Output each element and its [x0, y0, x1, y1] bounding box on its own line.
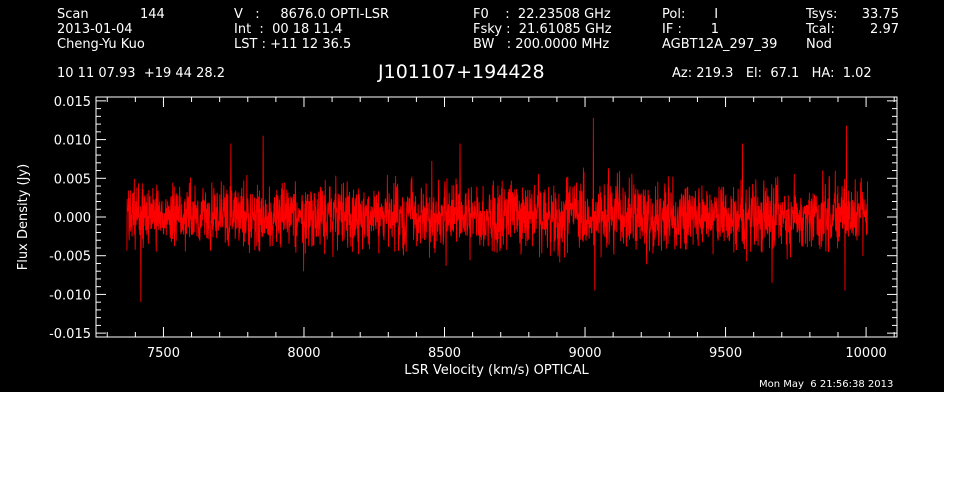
tsys-label: Tsys:	[806, 7, 838, 22]
pointing-info: Az: 219.3 El: 67.1 HA: 1.02	[672, 66, 872, 81]
y-tick-label: -0.015	[49, 327, 91, 342]
plot-panel: Scan 144 2013-01-04 Cheng-Yu Kuo V : 867…	[0, 0, 944, 392]
sky-frequency: Fsky : 21.61085 GHz	[473, 22, 612, 37]
x-axis-label: LSR Velocity (km/s) OPTICAL	[404, 363, 589, 378]
y-tick-label: -0.005	[49, 250, 91, 265]
y-axis-label: Flux Density (Jy)	[16, 164, 31, 270]
scan-label: Scan	[57, 7, 89, 22]
rest-frequency: F0 : 22.23508 GHz	[473, 7, 611, 22]
project-id: AGBT12A_297_39	[662, 37, 778, 52]
y-tick-label: 0.000	[54, 211, 91, 226]
x-tick-label: 7500	[147, 346, 180, 361]
source-coordinates: 10 11 07.93 +19 44 28.2	[57, 66, 226, 81]
tsys-value: 33.75	[861, 7, 899, 22]
plot-timestamp: Mon May 6 21:56:38 2013	[759, 379, 894, 390]
x-tick-label: 8000	[287, 346, 320, 361]
x-tick-label: 10000	[845, 346, 886, 361]
nod-label: Nod	[806, 37, 832, 52]
x-tick-label: 9000	[568, 346, 601, 361]
y-tick-label: 0.015	[54, 95, 91, 110]
y-tick-label: -0.010	[49, 288, 91, 303]
polarization: Pol: I	[662, 7, 719, 22]
observer-name: Cheng-Yu Kuo	[57, 37, 145, 52]
scan-number: 144	[140, 7, 165, 22]
velocity-info: V : 8676.0 OPTI-LSR	[234, 7, 390, 22]
observation-date: 2013-01-04	[57, 22, 133, 37]
y-tick-label: 0.005	[54, 172, 91, 187]
tcal-label: Tcal:	[806, 22, 835, 37]
x-tick-label: 9500	[709, 346, 742, 361]
y-tick-label: 0.010	[54, 134, 91, 149]
bandwidth: BW : 200.0000 MHz	[473, 37, 610, 52]
source-name: J101107+194428	[378, 61, 545, 83]
series-layer	[126, 117, 868, 303]
integration-time: Int : 00 18 11.4	[234, 22, 343, 37]
if-number: IF : 1	[662, 22, 720, 37]
spectrum-series-0	[126, 117, 868, 303]
tcal-value: 2.97	[870, 22, 899, 37]
lst-info: LST : +11 12 36.5	[234, 37, 352, 52]
spectrum-chart: 7500 8000 8500 9000 9500 10000 0.015 0.010 0.005…	[16, 95, 898, 378]
x-tick-label: 8500	[428, 346, 461, 361]
axes-layer: 7500 8000 8500 9000 9500 10000 0.015 0.010 0.005…	[16, 95, 897, 378]
